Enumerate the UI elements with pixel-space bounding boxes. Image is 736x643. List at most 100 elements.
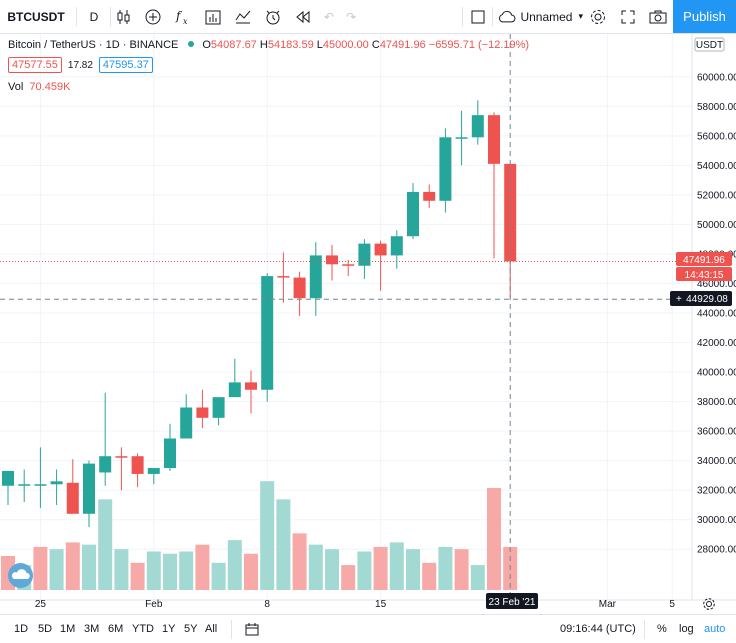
range-button-5y[interactable]: 5Y bbox=[184, 623, 198, 635]
candle[interactable] bbox=[212, 397, 225, 426]
candle[interactable] bbox=[164, 423, 176, 471]
candle[interactable] bbox=[50, 469, 63, 505]
range-button-1d[interactable]: 1D bbox=[14, 623, 29, 635]
range-button-all[interactable]: All bbox=[205, 623, 218, 635]
percent-toggle[interactable]: % bbox=[657, 615, 667, 643]
time-axis[interactable]: 25 Feb 8 15 Mar 5 bbox=[35, 599, 676, 610]
snapshot-button[interactable] bbox=[647, 0, 669, 33]
time-tick-label: 8 bbox=[264, 599, 270, 610]
candle[interactable] bbox=[455, 110, 468, 166]
layout-button[interactable] bbox=[467, 0, 489, 33]
volume-bar bbox=[438, 546, 453, 590]
candle[interactable] bbox=[115, 447, 128, 491]
candle[interactable] bbox=[423, 184, 436, 209]
chart-settings-button[interactable] bbox=[700, 595, 718, 613]
volume-bar bbox=[33, 546, 48, 590]
save-layout-button[interactable]: Unnamed ▾ bbox=[497, 0, 583, 33]
interval-button[interactable]: D bbox=[82, 0, 106, 33]
volume-bar bbox=[146, 551, 161, 590]
volume-legend-label: Vol bbox=[8, 81, 24, 93]
candle[interactable] bbox=[277, 252, 290, 303]
candle-body bbox=[2, 470, 14, 486]
spread-value: 17.82 bbox=[67, 59, 93, 71]
tradingview-logo[interactable] bbox=[8, 563, 33, 588]
volume-bar bbox=[211, 562, 226, 590]
replay-button[interactable] bbox=[292, 0, 314, 33]
candle[interactable] bbox=[374, 240, 387, 291]
candle[interactable] bbox=[261, 273, 274, 402]
candle[interactable] bbox=[18, 469, 31, 502]
redo-icon: ↷ bbox=[345, 9, 357, 24]
currency-badge[interactable]: USDT bbox=[694, 37, 725, 52]
range-button-1y[interactable]: 1Y bbox=[162, 623, 176, 635]
legend-title[interactable]: Bitcoin / TetherUS · 1D · BINANCE bbox=[8, 39, 179, 51]
range-button-5d[interactable]: 5D bbox=[38, 623, 53, 635]
chevron-down-icon: ▾ bbox=[578, 11, 583, 21]
range-button-1m[interactable]: 1M bbox=[60, 623, 76, 635]
candle[interactable] bbox=[407, 183, 419, 240]
fullscreen-button[interactable] bbox=[617, 0, 639, 33]
goto-date-button[interactable] bbox=[242, 615, 262, 643]
range-button-3m[interactable]: 3M bbox=[84, 623, 100, 635]
range-button-ytd[interactable]: YTD bbox=[132, 623, 154, 635]
auto-toggle[interactable]: auto bbox=[704, 615, 725, 643]
candle[interactable] bbox=[358, 239, 371, 280]
candle-body bbox=[261, 276, 274, 390]
candle[interactable] bbox=[131, 453, 144, 488]
candle[interactable] bbox=[66, 459, 79, 514]
candle[interactable] bbox=[293, 271, 306, 316]
crosshair-plus-icon: + bbox=[676, 294, 682, 305]
log-toggle[interactable]: log bbox=[679, 615, 694, 643]
candle[interactable] bbox=[309, 242, 322, 316]
candle[interactable] bbox=[99, 392, 112, 486]
price-tick-label: 58000.00 bbox=[697, 102, 736, 113]
candle[interactable] bbox=[342, 259, 355, 277]
alert-button[interactable] bbox=[262, 0, 284, 33]
templates-icon bbox=[235, 10, 251, 23]
templates-button[interactable] bbox=[232, 0, 254, 33]
candle[interactable] bbox=[83, 460, 95, 528]
candle-body bbox=[131, 456, 144, 474]
price-axis[interactable]: 28000.00 30000.00 32000.00 34000.00 36000.00… bbox=[697, 72, 736, 555]
bar-chart-icon bbox=[205, 10, 221, 24]
candle[interactable] bbox=[34, 447, 47, 508]
sell-price-box[interactable]: 47577.55 bbox=[8, 57, 62, 73]
candle[interactable] bbox=[471, 100, 484, 145]
financials-button[interactable] bbox=[202, 0, 224, 33]
publish-label: Publish bbox=[683, 9, 726, 24]
chart-type-button[interactable] bbox=[113, 0, 135, 33]
candle[interactable] bbox=[390, 230, 403, 269]
candle[interactable] bbox=[439, 128, 452, 213]
candle[interactable] bbox=[504, 162, 517, 299]
undo-button[interactable]: ↶ bbox=[319, 0, 339, 33]
publish-button[interactable]: Publish bbox=[673, 0, 736, 33]
volume-bar bbox=[65, 542, 80, 590]
buy-price-box[interactable]: 47595.37 bbox=[98, 57, 153, 73]
price-tick-label: 30000.00 bbox=[697, 515, 736, 526]
toolbar-divider bbox=[76, 7, 77, 26]
candle-body bbox=[212, 397, 225, 418]
time-tick-label: Mar bbox=[599, 599, 617, 610]
candle[interactable] bbox=[488, 112, 500, 259]
candle-body bbox=[358, 243, 371, 266]
volume-bar bbox=[454, 549, 469, 590]
settings-button[interactable] bbox=[587, 0, 609, 33]
redo-button[interactable]: ↷ bbox=[341, 0, 361, 33]
candle[interactable] bbox=[196, 389, 209, 429]
candle[interactable] bbox=[2, 470, 14, 505]
symbol-search-button[interactable]: BTCUSDT bbox=[0, 0, 72, 33]
candle[interactable] bbox=[326, 245, 338, 281]
price-chart[interactable]: 28000.00 30000.00 32000.00 34000.00 36000.00… bbox=[0, 34, 736, 614]
candle[interactable] bbox=[180, 394, 193, 439]
clock-display[interactable]: 09:16:44 (UTC) bbox=[560, 615, 636, 643]
compare-button[interactable] bbox=[142, 0, 164, 33]
volume-bar bbox=[341, 565, 356, 590]
range-button-6m[interactable]: 6M bbox=[108, 623, 124, 635]
square-icon bbox=[471, 10, 485, 23]
candle-body bbox=[228, 382, 241, 398]
candle[interactable] bbox=[245, 370, 257, 414]
candle[interactable] bbox=[228, 358, 241, 398]
candle[interactable] bbox=[147, 468, 160, 485]
price-tick-label: 38000.00 bbox=[697, 397, 736, 408]
